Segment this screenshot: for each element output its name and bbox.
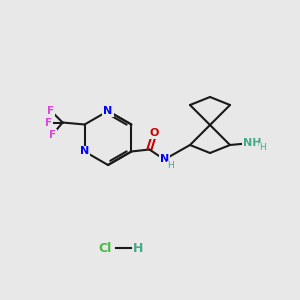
Text: F: F <box>47 106 54 116</box>
Text: F: F <box>45 118 52 128</box>
Text: H: H <box>167 161 174 170</box>
Text: N: N <box>160 154 169 164</box>
Text: H: H <box>260 143 266 152</box>
Text: N: N <box>103 106 112 116</box>
Text: N: N <box>80 146 89 157</box>
Text: O: O <box>150 128 159 139</box>
Text: Cl: Cl <box>98 242 112 254</box>
Text: H: H <box>133 242 143 254</box>
Text: F: F <box>49 130 56 140</box>
Text: NH: NH <box>243 138 261 148</box>
